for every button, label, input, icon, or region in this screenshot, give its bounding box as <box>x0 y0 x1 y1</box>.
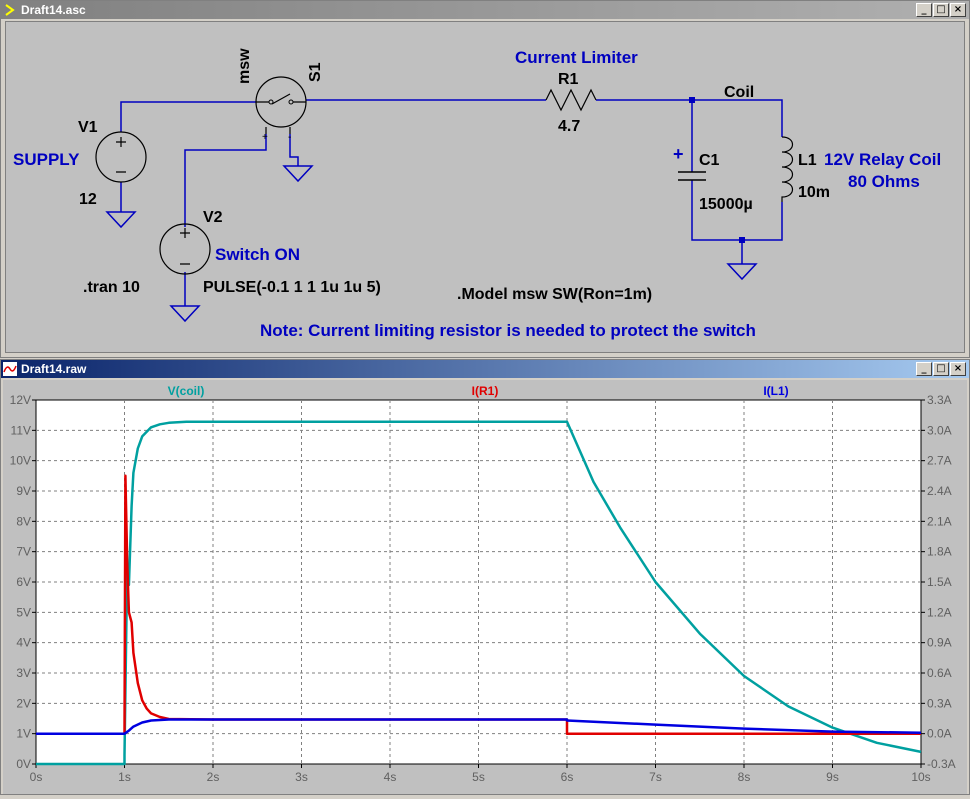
schematic-title: Draft14.asc <box>21 3 86 17</box>
trace-i-r1[interactable] <box>36 474 921 735</box>
y-right-tick-label: 3.0A <box>927 423 952 437</box>
s1-plus: + <box>262 132 268 143</box>
trace-legend: V(coil) I(R1) I(L1) <box>168 384 789 398</box>
v2-voltage-source[interactable] <box>159 223 211 275</box>
legend-entry[interactable]: V(coil) <box>168 384 205 398</box>
model-directive[interactable]: .Model msw SW(Ron=1m) <box>457 286 652 303</box>
grid-lines <box>35 399 922 765</box>
axis-ticks: 0s 1s 2s 3s 4s 5s 6s 7s 8s 9s 10s 0V 1V 2V 3V 4V 5V 6V 7V 8… <box>10 393 956 784</box>
y-right-tick-label: 0.0A <box>927 727 952 741</box>
x-tick-label: 4s <box>384 770 397 784</box>
c1-value: 15000µ <box>699 196 753 213</box>
y-right-tick-label: 2.7A <box>927 454 952 468</box>
r1-label: Current Limiter <box>515 48 638 67</box>
y-right-tick-label: 1.2A <box>927 605 952 619</box>
y-left-tick-label: 7V <box>16 545 31 559</box>
waveform-icon <box>3 362 17 376</box>
s1-minus: - <box>288 132 291 143</box>
net-coil-label: Coil <box>724 84 754 101</box>
x-tick-label: 10s <box>911 770 930 784</box>
plot-close-button[interactable]: × <box>950 362 966 376</box>
y-left-tick-label: 1V <box>16 727 31 741</box>
y-left-tick-label: 9V <box>16 484 31 498</box>
waveform-chart[interactable]: 0s 1s 2s 3s 4s 5s 6s 7s 8s 9s 10s 0V 1V 2V 3V 4V 5V 6V 7V 8… <box>3 380 967 794</box>
y-right-tick-label: 0.3A <box>927 696 952 710</box>
minimize-button[interactable]: _ <box>916 3 932 17</box>
node-dot-coil <box>689 97 695 103</box>
y-left-tick-label: 2V <box>16 696 31 710</box>
y-right-tick-label: 3.3A <box>927 393 952 407</box>
x-tick-label: 5s <box>472 770 485 784</box>
trace-v-coil[interactable] <box>36 420 922 766</box>
v1-value: 12 <box>79 191 97 208</box>
y-right-tick-label: 2.1A <box>927 514 952 528</box>
ltspice-schematic-icon <box>3 3 17 17</box>
x-tick-label: 6s <box>561 770 574 784</box>
v2-value: PULSE(-0.1 1 1 1u 1u 5) <box>203 279 381 296</box>
y-left-tick-label: 12V <box>10 393 31 407</box>
note-comment: Note: Current limiting resistor is neede… <box>260 321 756 340</box>
v2-label: Switch ON <box>215 245 300 264</box>
x-tick-label: 3s <box>295 770 308 784</box>
r1-name: R1 <box>558 71 579 88</box>
y-left-tick-label: 6V <box>16 575 31 589</box>
x-tick-label: 9s <box>826 770 839 784</box>
s1-name: S1 <box>307 62 324 82</box>
y-left-tick-label: 8V <box>16 514 31 528</box>
l1-name: L1 <box>798 152 817 169</box>
plot-restore-button[interactable]: □ <box>933 362 949 376</box>
l1-inductor[interactable] <box>781 136 794 202</box>
tran-directive[interactable]: .tran 10 <box>83 279 140 296</box>
v1-voltage-source[interactable] <box>95 131 147 183</box>
l1-label-line2: 80 Ohms <box>848 172 920 191</box>
y-right-tick-label: 0.9A <box>927 636 952 650</box>
schematic-canvas[interactable]: V1 SUPPLY 12 V2 Switch ON PULSE(-0.1 1 1… <box>5 21 965 353</box>
s1-switch[interactable] <box>255 76 307 134</box>
x-tick-label: 2s <box>207 770 220 784</box>
y-left-tick-label: 5V <box>16 605 31 619</box>
x-tick-label: 0s <box>30 770 43 784</box>
y-right-tick-label: 0.6A <box>927 666 952 680</box>
y-left-tick-label: 3V <box>16 666 31 680</box>
s1-model: msw <box>236 48 253 84</box>
y-left-tick-label: 10V <box>10 454 31 468</box>
c1-polarity: + <box>673 144 684 164</box>
y-left-tick-label: 0V <box>16 757 31 771</box>
l1-label-line1: 12V Relay Coil <box>824 150 941 169</box>
r1-resistor[interactable] <box>545 88 597 112</box>
schematic-drawing[interactable]: V1 SUPPLY 12 V2 Switch ON PULSE(-0.1 1 1… <box>6 22 966 354</box>
x-tick-label: 7s <box>649 770 662 784</box>
y-right-tick-label: -0.3A <box>927 757 956 771</box>
v2-name: V2 <box>203 209 223 226</box>
l1-value: 10m <box>798 184 830 201</box>
close-button[interactable]: × <box>950 3 966 17</box>
plot-window: Draft14.raw _ □ × 0s 1s 2s 3s 4s 5s 6s 7s 8s 9s 10… <box>0 359 970 795</box>
trace-lines <box>36 420 922 766</box>
legend-entry[interactable]: I(R1) <box>472 384 499 398</box>
y-left-tick-label: 11V <box>11 423 31 437</box>
v1-name: V1 <box>78 119 98 136</box>
y-right-tick-label: 1.8A <box>927 545 952 559</box>
x-tick-label: 8s <box>738 770 751 784</box>
schematic-window: Draft14.asc _ □ × <box>0 0 970 358</box>
schematic-titlebar[interactable]: Draft14.asc _ □ × <box>1 1 969 19</box>
v1-label: SUPPLY <box>13 150 80 169</box>
legend-entry[interactable]: I(L1) <box>763 384 788 398</box>
x-tick-label: 1s <box>118 770 131 784</box>
y-right-tick-label: 1.5A <box>927 575 952 589</box>
r1-value: 4.7 <box>558 118 580 135</box>
c1-capacitor[interactable] <box>678 171 706 181</box>
y-right-tick-label: 2.4A <box>927 484 952 498</box>
c1-name: C1 <box>699 152 720 169</box>
waveform-plot-area[interactable]: 0s 1s 2s 3s 4s 5s 6s 7s 8s 9s 10s 0V 1V 2V 3V 4V 5V 6V 7V 8… <box>3 380 967 794</box>
wires <box>120 99 783 306</box>
restore-button[interactable]: □ <box>933 3 949 17</box>
plot-minimize-button[interactable]: _ <box>916 362 932 376</box>
trace-i-l1[interactable] <box>36 718 922 735</box>
plot-title: Draft14.raw <box>21 362 87 376</box>
node-dot-ground <box>739 237 745 243</box>
ground-symbols <box>105 165 758 323</box>
plot-titlebar[interactable]: Draft14.raw _ □ × <box>1 360 969 378</box>
y-left-tick-label: 4V <box>16 636 31 650</box>
